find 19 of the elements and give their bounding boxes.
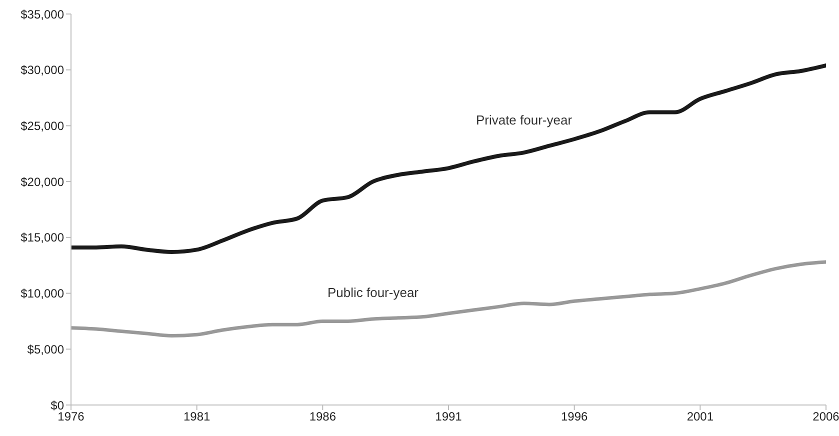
x-tick-label: 1996	[560, 410, 588, 424]
y-tick-label: $5,000	[27, 342, 64, 356]
y-tick-label: $30,000	[20, 63, 64, 78]
y-tick-label: $15,000	[20, 230, 64, 245]
x-tick-label: 1976	[58, 410, 85, 424]
x-tick-label: 1991	[435, 410, 462, 424]
x-tick-label: 2006	[812, 410, 839, 424]
y-tick-label: $0	[50, 398, 64, 412]
y-tick-label: $10,000	[20, 286, 64, 301]
series-label: Private four-year	[476, 112, 573, 128]
x-tick-label: 2001	[686, 410, 714, 424]
line-series	[71, 63, 826, 254]
x-tick-label: 1981	[183, 410, 211, 424]
x-tick-label: 1986	[309, 410, 336, 424]
y-tick-label: $25,000	[20, 118, 64, 133]
y-tick-label: $35,000	[20, 7, 64, 22]
line-series	[71, 260, 826, 338]
y-tick-label: $20,000	[20, 174, 64, 189]
series-label: Public four-year	[327, 284, 420, 300]
